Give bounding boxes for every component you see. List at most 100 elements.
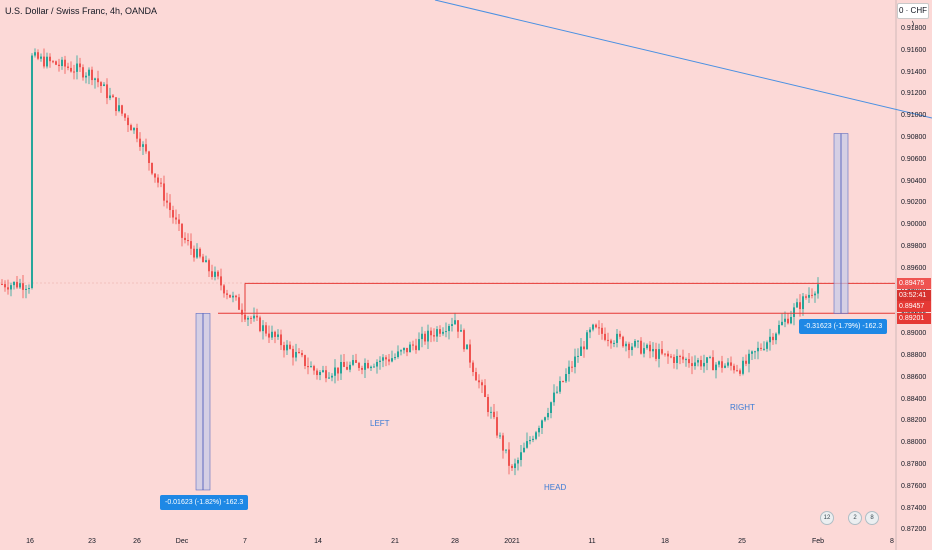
candle-body: [340, 361, 342, 374]
label-right-shoulder: RIGHT: [730, 403, 755, 412]
candle-body: [544, 417, 546, 421]
candle-body: [253, 315, 255, 319]
flag-event-icon[interactable]: 2: [848, 511, 862, 525]
candle-body: [394, 357, 396, 359]
candle-body: [115, 97, 117, 112]
candle-body: [478, 380, 480, 383]
candle-body: [427, 330, 429, 342]
candle-body: [49, 56, 51, 62]
candle-body: [235, 295, 237, 298]
candle-body: [445, 331, 447, 333]
x-tick-label: 7: [243, 538, 247, 545]
candle-body: [268, 333, 270, 338]
x-tick-label: 8: [890, 538, 894, 545]
candle-body: [337, 367, 339, 374]
candle-body: [58, 64, 60, 67]
candle-body: [493, 411, 495, 418]
candle-body: [316, 370, 318, 376]
candle-body: [238, 297, 240, 310]
candle-body: [391, 358, 393, 362]
candle-body: [691, 363, 693, 367]
candle-body: [343, 361, 345, 367]
candle-body: [496, 417, 498, 436]
candle-body: [628, 343, 630, 351]
candle-body: [334, 367, 336, 376]
candle-body: [598, 327, 600, 329]
candle-body: [112, 95, 114, 98]
y-tick-label: 0.91200: [901, 90, 927, 98]
y-tick-label: 0.90800: [901, 134, 927, 141]
candle-body: [412, 344, 414, 346]
candle-body: [415, 345, 417, 350]
candle-body: [202, 256, 204, 263]
candle-body: [190, 241, 192, 249]
candle-body: [109, 95, 111, 99]
countdown-timer: 03:52:41: [897, 290, 931, 301]
candle-body: [280, 334, 282, 346]
candle-body: [73, 71, 75, 73]
candle-body: [793, 307, 795, 317]
candle-body: [739, 370, 741, 374]
measure-label-right[interactable]: -0.31623 (-1.79%) -162.3: [799, 319, 888, 334]
candle-body: [583, 346, 585, 350]
y-tick-label: 0.87400: [901, 504, 927, 512]
candle-body: [331, 375, 333, 378]
candle-body: [325, 370, 327, 379]
candle-body: [805, 296, 807, 298]
candle-body: [322, 370, 324, 373]
candle-body: [388, 359, 390, 362]
candle-body: [145, 144, 147, 152]
candle-body: [709, 357, 711, 359]
x-tick-label: 25: [738, 538, 746, 545]
candle-body: [265, 325, 267, 334]
candle-body: [550, 402, 552, 413]
candle-body: [406, 347, 408, 353]
candle-body: [4, 284, 6, 288]
candle-body: [175, 217, 177, 220]
price-tag-lower: 0.89201: [897, 313, 931, 324]
candle-body: [670, 356, 672, 358]
candle-body: [262, 325, 264, 332]
candle-body: [631, 346, 633, 351]
trend-line[interactable]: [434, 0, 932, 119]
candle-body: [757, 347, 759, 352]
candle-body: [37, 52, 39, 59]
candle-body: [742, 360, 744, 374]
candle-body: [247, 317, 249, 320]
candle-body: [802, 296, 804, 310]
candle-body: [196, 248, 198, 258]
candle-body: [364, 362, 366, 370]
candle-body: [577, 355, 579, 357]
x-tick-label: 23: [88, 538, 96, 545]
candle-body: [283, 345, 285, 351]
candle-body: [727, 362, 729, 366]
candle-body: [214, 271, 216, 277]
candle-body: [781, 321, 783, 325]
candle-body: [526, 441, 528, 448]
candle-body: [382, 357, 384, 361]
candle-body: [796, 302, 798, 308]
candle-body: [163, 183, 165, 201]
candle-body: [511, 465, 513, 469]
candle-body: [775, 333, 777, 341]
measure-label-left[interactable]: -0.01623 (-1.82%) -162.3: [160, 495, 249, 510]
candle-body: [514, 463, 516, 469]
flag-event-icon-2[interactable]: 8: [865, 511, 879, 525]
candle-body: [367, 362, 369, 369]
price-tag-upper: 0.89475: [897, 278, 931, 289]
candle-body: [304, 355, 306, 367]
candle-body: [568, 366, 570, 375]
x-tick-label: 11: [588, 538, 596, 545]
candle-body: [172, 210, 174, 218]
candle-body: [199, 248, 201, 257]
candle-body: [562, 381, 564, 383]
dividend-event-icon[interactable]: 12: [820, 511, 834, 525]
y-tick-label: 0.90000: [901, 221, 927, 229]
candle-body: [679, 355, 681, 357]
candle-body: [658, 349, 660, 359]
currency-selector[interactable]: 0 · CHF ⟩: [897, 3, 929, 29]
candle-body: [124, 113, 126, 118]
candle-body: [463, 330, 465, 350]
